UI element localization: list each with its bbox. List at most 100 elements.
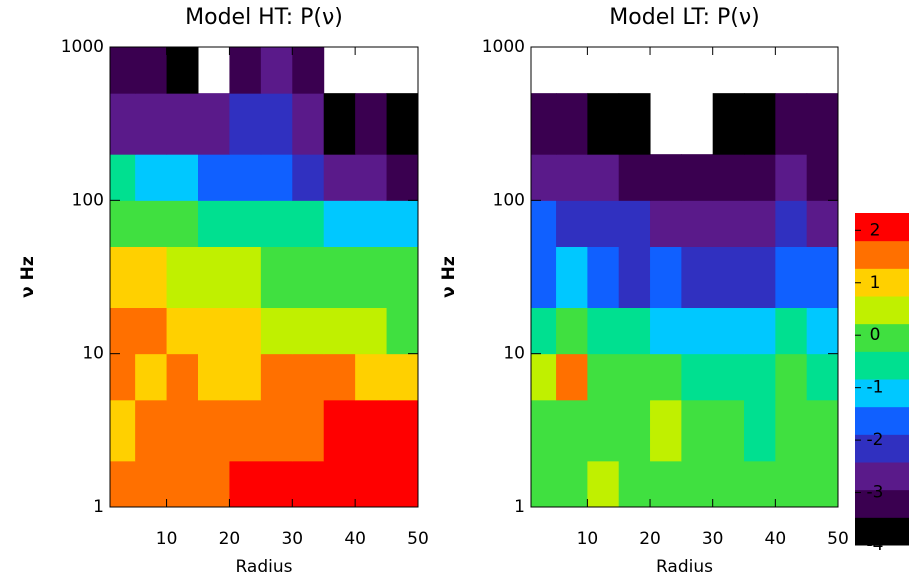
heat-cell xyxy=(806,307,839,355)
x-axis-label: Radius xyxy=(656,557,713,577)
heat-cell xyxy=(166,460,199,508)
heat-cell xyxy=(355,460,388,508)
heat-cell xyxy=(166,399,199,462)
heat-cell xyxy=(531,399,557,462)
heat-cell xyxy=(323,460,356,508)
heat-cell xyxy=(166,200,199,247)
heat-cell xyxy=(135,353,168,401)
heat-cell xyxy=(650,307,682,355)
heat-cell xyxy=(166,93,199,155)
heat-cell xyxy=(166,353,199,401)
heat-cell xyxy=(556,246,588,309)
heat-cell xyxy=(531,200,557,247)
colorbar-swatch xyxy=(855,379,909,408)
heat-cell xyxy=(323,200,356,247)
colorbar-swatch xyxy=(855,213,909,242)
heat-cell xyxy=(587,353,620,401)
heat-cell xyxy=(712,200,745,247)
y-tick-label: 1 xyxy=(93,497,104,517)
y-tick-label: 1000 xyxy=(61,37,104,57)
colorbar-swatch xyxy=(855,462,909,491)
colorbar-tick-label: 0 xyxy=(870,325,881,345)
heat-cell xyxy=(386,200,419,247)
y-tick-label: 1 xyxy=(514,497,525,517)
heat-cell xyxy=(618,200,651,247)
heat-cell xyxy=(712,307,745,355)
heat-cell xyxy=(712,399,745,462)
colorbar-swatch xyxy=(855,434,909,463)
heat-cell xyxy=(556,460,588,508)
heat-cell xyxy=(355,246,388,309)
heat-cell xyxy=(198,200,230,247)
heat-cell xyxy=(229,353,262,401)
heat-cell xyxy=(386,399,419,462)
x-tick-label: 40 xyxy=(765,529,787,549)
heat-cell xyxy=(110,93,136,155)
heat-cell xyxy=(260,353,293,401)
heat-cell xyxy=(681,200,714,247)
heat-cell xyxy=(135,460,168,508)
x-tick-label: 10 xyxy=(577,529,599,549)
heat-cell xyxy=(198,399,230,462)
heat-cell xyxy=(806,154,839,201)
heat-cell xyxy=(323,353,356,401)
heat-cell xyxy=(166,47,199,94)
heat-cell xyxy=(292,154,325,201)
heat-cell xyxy=(556,353,588,401)
heat-cell xyxy=(681,307,714,355)
heat-cell xyxy=(166,307,199,355)
heat-cell xyxy=(110,246,136,309)
colorbar-tick-label: -4 xyxy=(867,535,884,555)
heat-cell xyxy=(531,246,557,309)
heat-cell xyxy=(260,307,293,355)
heat-cell xyxy=(323,307,356,355)
heat-cell xyxy=(229,460,262,508)
heat-cell xyxy=(229,399,262,462)
heat-cell xyxy=(744,200,776,247)
heat-cell xyxy=(556,399,588,462)
heat-cell xyxy=(744,399,776,462)
heat-cell xyxy=(806,460,839,508)
heat-cell xyxy=(681,246,714,309)
heat-cell xyxy=(292,200,325,247)
heat-cell xyxy=(806,93,839,155)
heat-cell xyxy=(681,460,714,508)
heat-cell xyxy=(229,47,262,94)
heat-cell xyxy=(355,307,388,355)
heat-cell xyxy=(386,154,419,201)
heat-cell xyxy=(135,246,168,309)
heat-cell xyxy=(110,200,136,247)
heat-cell xyxy=(198,93,230,155)
heat-cell xyxy=(323,93,356,155)
heat-cell xyxy=(135,200,168,247)
heat-cell xyxy=(775,399,808,462)
heat-cell xyxy=(386,246,419,309)
heat-cell xyxy=(135,154,168,201)
heat-cell xyxy=(323,246,356,309)
heat-cell xyxy=(531,353,557,401)
heat-cell xyxy=(260,200,293,247)
heat-cell xyxy=(618,460,651,508)
heat-cell xyxy=(386,307,419,355)
heat-cell xyxy=(650,353,682,401)
chart-title: Model LT: P(ν) xyxy=(609,5,759,30)
colorbar-tick-label: -1 xyxy=(867,378,884,398)
colorbar-swatch xyxy=(855,517,909,546)
heat-cell xyxy=(744,460,776,508)
x-tick-label: 30 xyxy=(702,529,724,549)
heat-cell xyxy=(806,399,839,462)
heat-cell xyxy=(229,307,262,355)
x-tick-label: 20 xyxy=(219,529,241,549)
heat-cell xyxy=(323,154,356,201)
heat-cell xyxy=(712,353,745,401)
heat-cell xyxy=(618,246,651,309)
y-tick-label: 1000 xyxy=(482,37,525,57)
heat-cell xyxy=(650,154,682,201)
heat-cell xyxy=(110,47,136,94)
heat-cell xyxy=(744,246,776,309)
y-tick-label: 100 xyxy=(72,190,104,210)
heat-cell xyxy=(355,200,388,247)
heat-cell xyxy=(806,353,839,401)
heat-cell xyxy=(260,154,293,201)
